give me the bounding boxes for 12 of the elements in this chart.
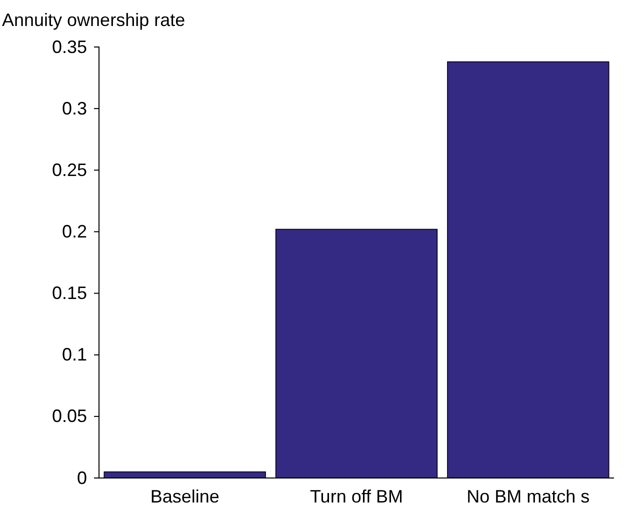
y-tick-label: 0.25	[52, 160, 87, 180]
y-tick-label: 0	[76, 468, 87, 488]
y-tick-label: 0.3	[62, 98, 87, 118]
y-tick-label: 0.05	[52, 406, 87, 426]
y-axis-title: Annuity ownership rate	[2, 10, 186, 30]
y-tick-label: 0.2	[62, 221, 87, 242]
x-tick-label: No BM match s	[466, 486, 590, 507]
x-tick-label: Turn off BM	[310, 486, 404, 507]
x-tick-label: Baseline	[150, 486, 220, 507]
y-tick-label: 0.15	[52, 283, 87, 304]
y-tick-label: 0.35	[52, 36, 87, 57]
y-tick-label: 0.1	[62, 344, 87, 365]
